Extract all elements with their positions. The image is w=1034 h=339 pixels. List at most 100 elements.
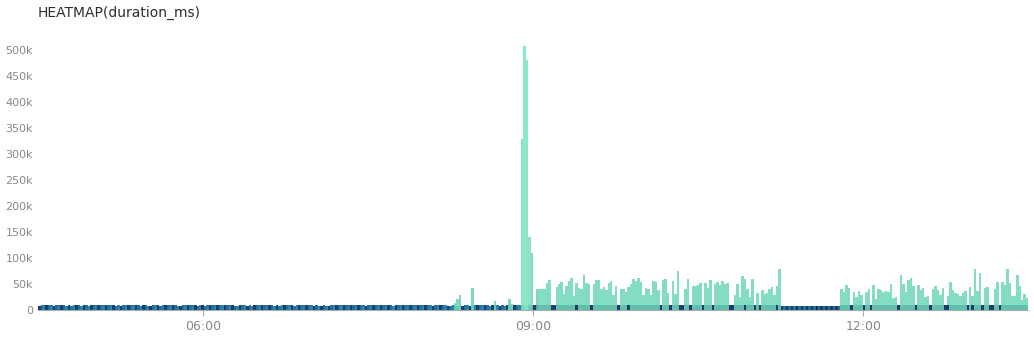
Bar [70,305,72,310]
Bar [796,306,798,310]
Bar [449,305,452,310]
Bar [560,282,562,310]
Bar [293,306,296,310]
Bar [637,305,640,310]
Bar [766,305,768,310]
Bar [330,305,333,310]
Bar [910,305,912,310]
Bar [964,305,967,310]
Bar [100,305,102,310]
Bar [72,305,75,310]
Bar [248,305,251,310]
Bar [509,299,511,310]
Bar [412,305,415,310]
Bar [271,305,273,310]
Bar [964,291,967,310]
Bar [717,282,719,310]
Bar [88,306,90,310]
Bar [1018,286,1021,310]
Bar [630,284,632,310]
Bar [726,305,729,310]
Bar [620,289,622,310]
Bar [113,305,115,310]
Bar [558,284,560,310]
Bar [649,305,652,310]
Bar [575,305,578,310]
Bar [662,280,665,310]
Bar [216,305,219,310]
Bar [617,305,620,310]
Bar [747,289,749,310]
Bar [1011,305,1013,310]
Bar [743,305,747,310]
Bar [461,306,464,310]
Bar [562,305,566,310]
Bar [511,304,514,310]
Bar [600,290,603,310]
Bar [615,286,617,310]
Bar [395,305,397,310]
Bar [129,305,132,310]
Bar [674,305,677,310]
Bar [793,306,796,310]
Bar [890,284,892,310]
Bar [587,305,590,310]
Bar [442,305,445,310]
Bar [642,295,644,310]
Bar [905,305,907,310]
Bar [685,288,687,310]
Bar [788,306,791,310]
Bar [1011,296,1013,310]
Bar [610,281,612,310]
Bar [157,305,159,310]
Bar [335,305,338,310]
Bar [813,306,816,310]
Bar [878,305,880,310]
Bar [657,305,660,310]
Bar [939,305,942,310]
Bar [841,305,843,310]
Bar [590,305,592,310]
Bar [310,305,313,310]
Bar [845,305,848,310]
Bar [481,305,484,310]
Bar [903,305,905,310]
Bar [741,276,743,310]
Bar [751,279,754,310]
Bar [377,305,379,310]
Bar [120,306,122,310]
Bar [910,278,912,310]
Bar [142,305,145,310]
Bar [875,299,878,310]
Bar [518,305,521,310]
Bar [315,305,317,310]
Bar [685,305,687,310]
Bar [652,281,655,310]
Bar [85,305,88,310]
Bar [351,305,353,310]
Bar [296,305,298,310]
Bar [596,280,598,310]
Bar [930,305,932,310]
Bar [90,305,92,310]
Bar [724,305,726,310]
Bar [521,305,523,310]
Bar [823,306,825,310]
Bar [536,289,538,310]
Bar [38,305,40,310]
Bar [280,305,283,310]
Bar [882,305,885,310]
Bar [566,286,568,310]
Bar [632,279,635,310]
Bar [152,305,154,310]
Bar [937,290,939,310]
Bar [608,305,610,310]
Bar [779,305,781,310]
Bar [620,305,622,310]
Bar [387,305,390,310]
Bar [924,305,926,310]
Bar [365,305,367,310]
Bar [919,305,922,310]
Bar [1024,294,1026,310]
Bar [976,305,979,310]
